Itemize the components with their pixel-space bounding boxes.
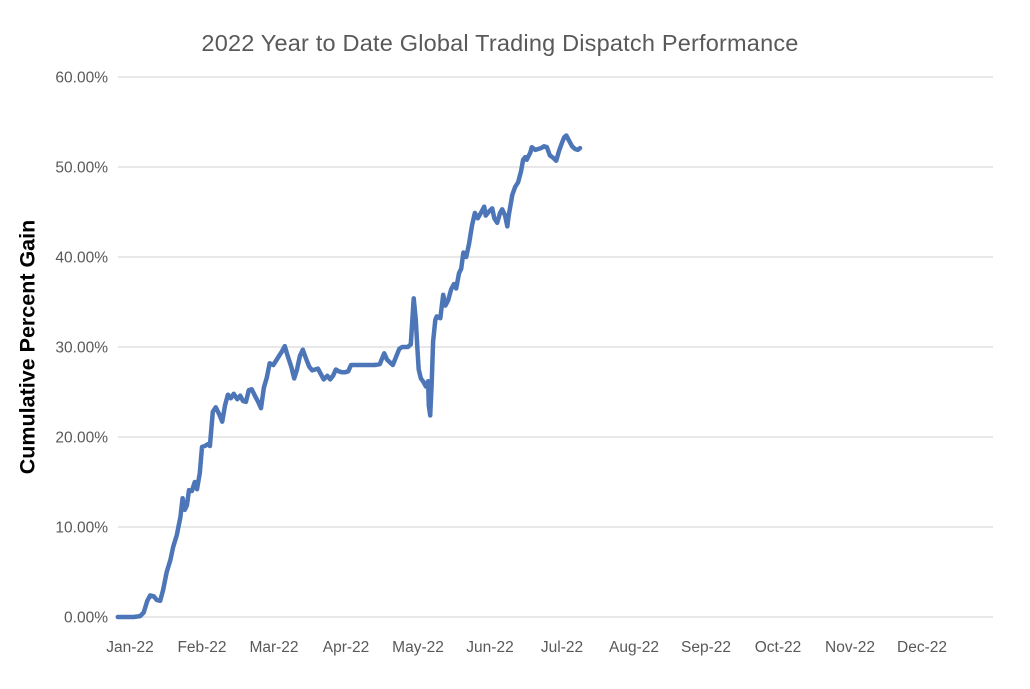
series-line bbox=[115, 133, 583, 620]
x-tick-label: Dec-22 bbox=[897, 639, 947, 656]
y-tick-label: 60.00% bbox=[55, 70, 108, 87]
x-tick-label: Aug-22 bbox=[609, 639, 659, 656]
y-tick-label: 0.00% bbox=[64, 610, 108, 627]
y-tick-label: 50.00% bbox=[55, 160, 108, 177]
x-tick-label: Sep-22 bbox=[681, 639, 731, 656]
x-tick-label: May-22 bbox=[392, 639, 444, 656]
y-tick-label: 30.00% bbox=[55, 340, 108, 357]
x-tick-label: Jun-22 bbox=[466, 639, 513, 656]
y-tick-label: 20.00% bbox=[55, 430, 108, 447]
y-tick-label: 40.00% bbox=[55, 250, 108, 267]
x-tick-label: Nov-22 bbox=[825, 639, 875, 656]
y-tick-label: 10.00% bbox=[55, 520, 108, 537]
x-tick-label: Jul-22 bbox=[541, 639, 583, 656]
chart-title: 2022 Year to Date Global Trading Dispatc… bbox=[201, 30, 799, 56]
x-tick-label: Mar-22 bbox=[249, 639, 298, 656]
x-tick-label: Feb-22 bbox=[177, 639, 226, 656]
x-tick-label: Apr-22 bbox=[323, 639, 370, 656]
x-tick-label: Oct-22 bbox=[755, 639, 802, 656]
x-tick-label: Jan-22 bbox=[106, 639, 153, 656]
